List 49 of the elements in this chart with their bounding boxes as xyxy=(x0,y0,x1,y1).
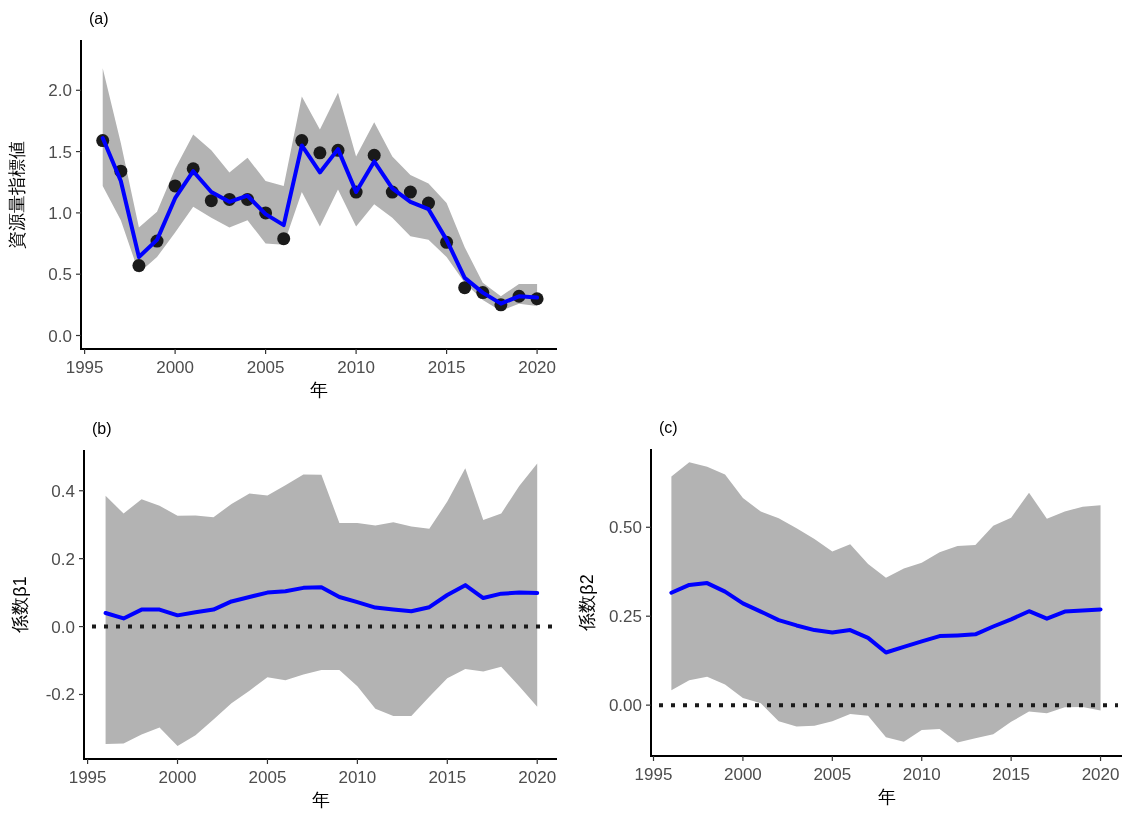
x-axis-title: 年 xyxy=(310,380,328,400)
point xyxy=(367,148,381,162)
x-tick-label: 2020 xyxy=(1081,765,1120,784)
line-series xyxy=(103,583,540,621)
x-tick-label: 2020 xyxy=(518,358,557,377)
x-axis-title: 年 xyxy=(877,787,896,807)
x-tick-label: 1995 xyxy=(65,358,104,377)
y-tick-label: 0.25 xyxy=(608,607,642,627)
y-tick-label: 2.0 xyxy=(48,81,72,101)
x-tick-label: 2000 xyxy=(156,358,195,377)
y-tick-label: 0.5 xyxy=(48,265,72,285)
y-tick-label: 0.50 xyxy=(608,518,642,538)
x-tick-label: 2010 xyxy=(338,768,377,787)
y-tick-label: 0.2 xyxy=(51,549,75,569)
chart-title: (a) xyxy=(89,10,109,27)
x-tick-label: 2015 xyxy=(992,765,1031,784)
y-tick-label: 0.4 xyxy=(51,481,75,501)
x-tick-label: 2010 xyxy=(902,765,941,784)
x-tick-label: 2005 xyxy=(246,358,285,377)
point xyxy=(313,146,327,160)
x-tick-label: 2000 xyxy=(724,765,762,784)
y-axis-title: 係数β1 xyxy=(10,576,30,634)
chart-title: (c) xyxy=(659,419,678,436)
x-tick-label: 2005 xyxy=(813,765,852,784)
point xyxy=(132,259,146,273)
y-tick-label: -0.2 xyxy=(45,685,75,705)
y-axis-title: 資源量指標値 xyxy=(7,140,27,249)
point xyxy=(168,179,182,193)
y-tick-label: 0.0 xyxy=(48,326,72,346)
point xyxy=(458,281,472,295)
x-tick-label: 2015 xyxy=(427,358,466,377)
x-axis-title: 年 xyxy=(311,790,330,810)
point xyxy=(277,232,291,246)
x-tick-label: 1995 xyxy=(634,765,673,784)
x-tick-label: 2005 xyxy=(248,768,287,787)
y-axis-title: 係数β2 xyxy=(577,574,597,632)
line-series xyxy=(669,581,1103,655)
y-tick-label: 0.00 xyxy=(608,696,642,716)
point xyxy=(204,194,218,208)
x-tick-label: 2020 xyxy=(518,768,557,787)
y-tick-label: 1.5 xyxy=(48,142,72,162)
y-tick-label: 0.0 xyxy=(51,617,75,637)
y-tick-label: 1.0 xyxy=(48,203,72,223)
point xyxy=(403,185,417,199)
x-tick-label: 2010 xyxy=(337,358,376,377)
x-tick-label: 1995 xyxy=(68,768,107,787)
x-tick-label: 2000 xyxy=(158,768,197,787)
chart-title: (b) xyxy=(92,420,112,437)
x-tick-label: 2015 xyxy=(428,768,467,787)
